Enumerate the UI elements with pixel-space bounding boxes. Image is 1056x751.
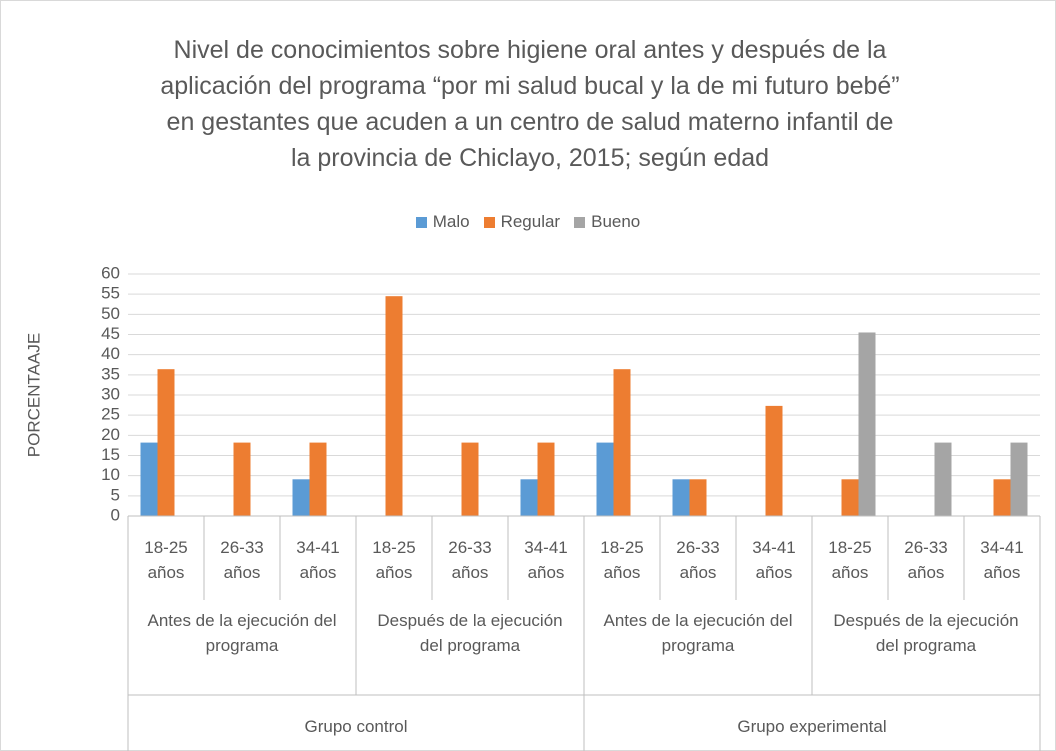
x-tick-label: 26-33 años [676,538,720,582]
y-tick-label: 50 [101,304,120,323]
bar [309,442,327,516]
bar [233,442,251,516]
legend-label: Regular [500,212,561,231]
x-tick-label: 34-41 años [296,538,340,582]
bar [157,369,175,516]
x-tick-label: 18-25 años [600,538,644,582]
x-tick-label: 18-25 años [828,538,872,582]
y-tick-label: 20 [101,425,120,444]
bar [520,479,538,516]
phase-label: Antes de la ejecución del programa [147,611,337,655]
y-tick-label: 30 [101,384,120,403]
y-tick-label: 60 [101,263,120,282]
phase-label: Después de la ejecución del programa [833,611,1019,655]
x-tick-label: 18-25 años [144,538,188,582]
x-tick-label: 26-33 años [904,538,948,582]
legend-item: Bueno [574,212,640,232]
phase-label: Antes de la ejecución del programa [603,611,793,655]
y-tick-label: 0 [111,505,120,524]
x-tick-label: 26-33 años [448,538,492,582]
legend-item: Malo [415,212,470,232]
bar [292,479,310,516]
legend-swatch [483,216,495,228]
y-tick-label: 40 [101,344,120,363]
legend: Malo Regular Bueno [0,212,1056,232]
bar [1010,442,1028,516]
bar [140,442,158,516]
legend-swatch [415,216,427,228]
y-tick-label: 5 [111,485,120,504]
bar [596,442,614,516]
y-tick-label: 35 [101,364,120,383]
group-label: Grupo experimental [737,717,887,736]
phase-label: Después de la ejecución del programa [377,611,563,655]
x-tick-label: 26-33 años [220,538,264,582]
y-axis-label: PORCENTAAJE [24,333,43,457]
bar [993,479,1011,516]
x-tick-label: 34-41 años [980,538,1024,582]
y-tick-label: 15 [101,445,120,464]
y-tick-label: 25 [101,405,120,424]
legend-swatch [574,216,586,228]
bar [613,369,631,516]
y-tick-label: 45 [101,324,120,343]
x-tick-label: 34-41 años [752,538,796,582]
x-tick-label: 18-25 años [372,538,416,582]
legend-label: Bueno [591,212,641,231]
bar [385,296,403,516]
legend-label: Malo [432,212,470,231]
bar [765,405,783,516]
group-label: Grupo control [304,717,408,736]
y-tick-label: 55 [101,284,120,303]
bar [537,442,555,516]
bar [841,479,859,516]
bar [689,479,707,516]
y-tick-label: 10 [101,465,120,484]
bar [461,442,479,516]
chart-title: Nivel de conocimientos sobre higiene ora… [160,36,900,172]
bar [672,479,690,516]
bar [934,442,952,516]
legend-item: Regular [483,212,561,232]
bar [858,332,876,516]
x-tick-label: 34-41 años [524,538,568,582]
